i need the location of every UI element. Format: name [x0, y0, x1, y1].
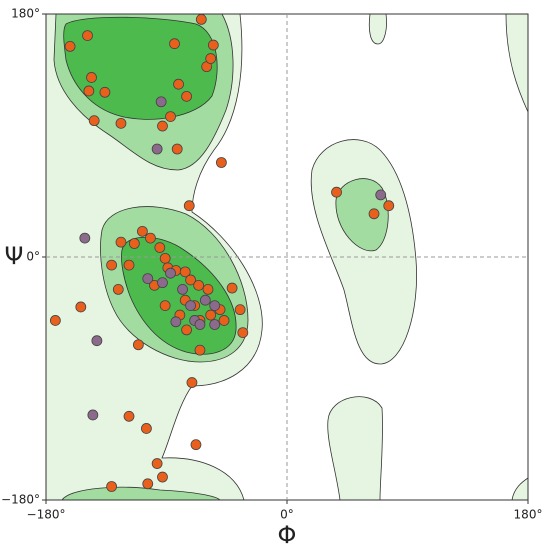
favored-region: [61, 486, 221, 501]
data-point: [128, 238, 140, 249]
allowed-region: [505, 13, 529, 113]
allowed-region: [327, 396, 383, 501]
data-point: [205, 309, 217, 321]
data-point: [209, 319, 221, 330]
data-point: [194, 344, 206, 356]
data-point: [185, 300, 197, 312]
data-point: [185, 274, 197, 286]
data-point: [186, 377, 198, 388]
data-point: [75, 301, 87, 313]
y-tick-label: 0°: [26, 250, 40, 264]
data-point: [86, 72, 97, 83]
data-point: [154, 242, 166, 253]
data-point: [199, 294, 211, 306]
data-point: [226, 282, 238, 294]
data-point: [141, 423, 152, 434]
favored-region: [335, 178, 389, 252]
data-point: [112, 283, 124, 295]
data-point: [88, 115, 100, 127]
data-point: [215, 157, 227, 168]
data-point: [142, 478, 154, 490]
data-point: [165, 111, 176, 122]
data-point: [79, 232, 91, 244]
data-point: [151, 458, 163, 469]
data-point: [157, 277, 168, 289]
data-point: [83, 85, 95, 97]
data-point: [159, 252, 171, 264]
data-point: [155, 96, 167, 108]
data-point: [106, 481, 118, 492]
data-point: [171, 143, 183, 155]
data-point: [115, 236, 127, 248]
data-point: [115, 117, 127, 129]
data-point: [123, 259, 135, 271]
data-point: [169, 38, 180, 50]
data-point: [173, 78, 184, 90]
data-point: [209, 300, 221, 312]
data-point: [194, 319, 206, 330]
data-point: [179, 266, 191, 278]
data-point: [183, 200, 195, 212]
data-point: [106, 259, 118, 271]
data-point: [331, 186, 342, 198]
data-point: [136, 225, 148, 237]
data-point: [87, 409, 99, 421]
data-point: [202, 283, 214, 295]
core-region: [121, 236, 237, 355]
data-point: [195, 13, 207, 25]
data-point: [151, 143, 163, 155]
data-point: [170, 316, 182, 328]
allowed-region: [310, 139, 417, 365]
data-point: [190, 439, 202, 451]
y-tick-label: 180°: [11, 7, 40, 21]
data-point: [132, 339, 144, 351]
data-point: [383, 200, 395, 212]
data-point: [142, 273, 154, 285]
data-point: [145, 232, 156, 244]
data-point: [237, 327, 249, 339]
data-point: [64, 41, 76, 52]
data-point: [234, 304, 246, 316]
data-point: [157, 120, 168, 132]
data-point: [193, 279, 205, 291]
data-point: [207, 39, 219, 51]
x-tick-label: 180°: [514, 508, 543, 522]
data-point: [49, 315, 61, 326]
x-tick-label: 0°: [280, 508, 294, 522]
data-point: [165, 267, 176, 279]
x-axis-label: Φ: [278, 521, 297, 549]
data-point: [375, 189, 387, 201]
y-tick-label: −180°: [1, 493, 40, 507]
data-point: [177, 283, 188, 295]
allowed-region: [511, 477, 529, 501]
data-point: [368, 208, 380, 220]
y-axis-label: Ψ: [5, 242, 24, 270]
data-point: [205, 53, 217, 64]
data-point: [181, 324, 192, 336]
data-point: [123, 410, 135, 422]
data-point: [91, 335, 103, 347]
data-point: [99, 86, 111, 98]
allowed-region: [368, 13, 387, 45]
x-tick-label: −180°: [27, 508, 66, 522]
data-point: [157, 471, 168, 483]
data-point: [181, 90, 192, 102]
data-point: [218, 315, 230, 326]
data-point: [159, 300, 171, 312]
data-point: [82, 30, 93, 41]
